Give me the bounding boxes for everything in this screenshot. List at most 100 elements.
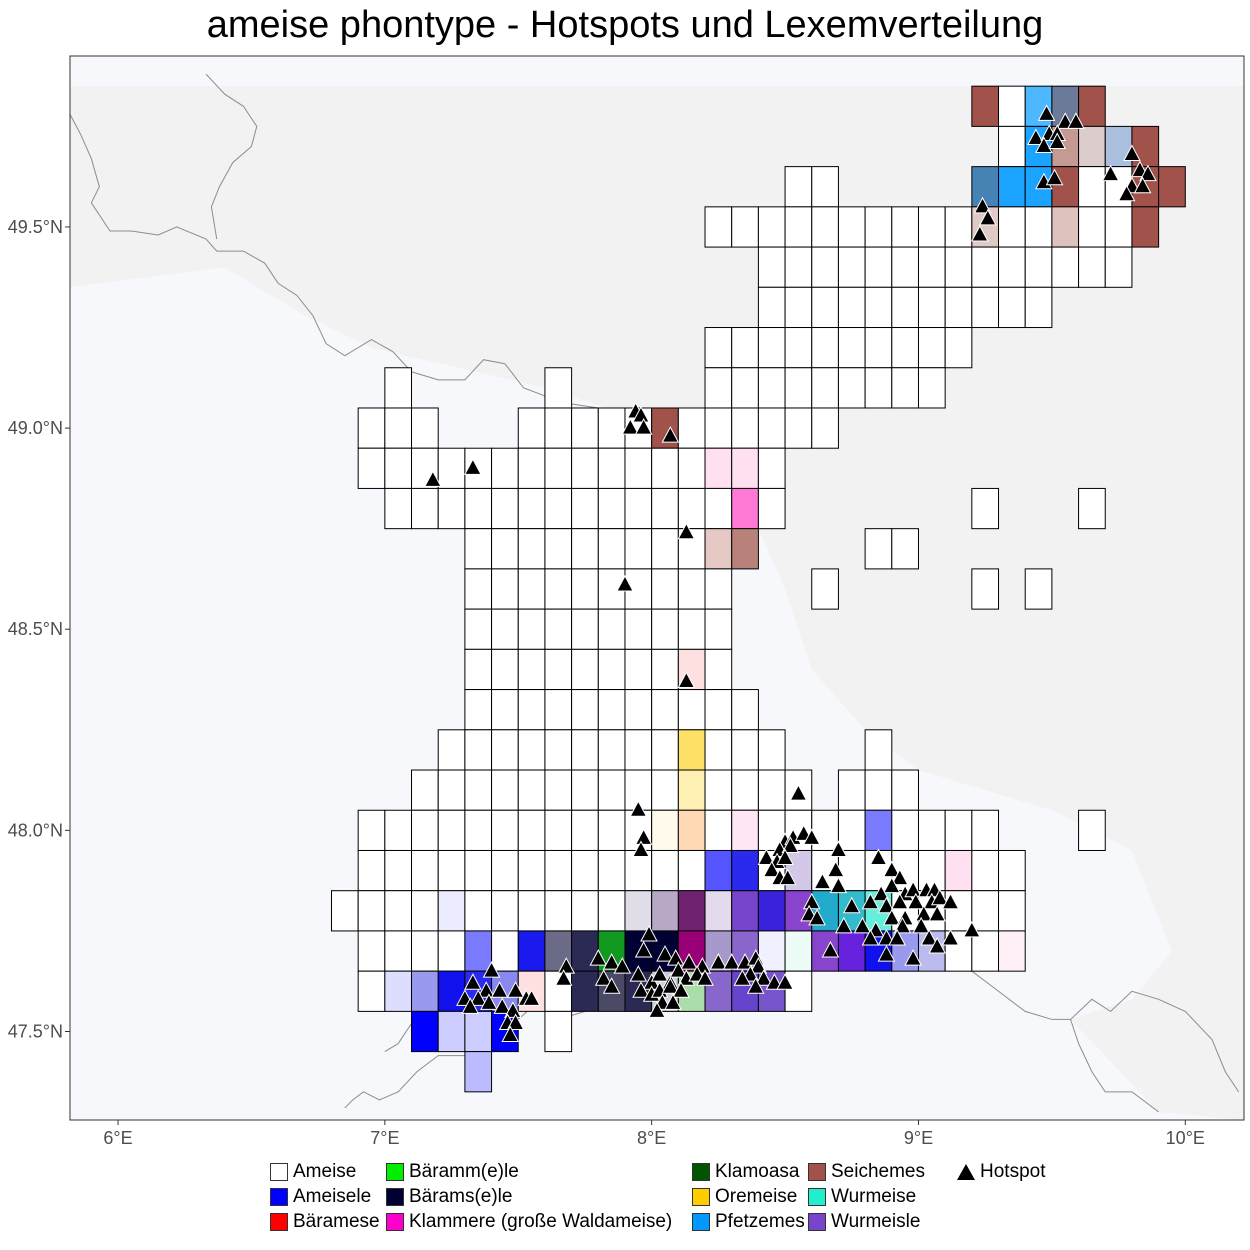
legend-label: Ameisele bbox=[293, 1186, 372, 1207]
grid-cell bbox=[757, 729, 786, 771]
hotspot-marker bbox=[765, 973, 784, 990]
grid-cell bbox=[464, 849, 493, 892]
grid-cell bbox=[677, 890, 706, 932]
legend-swatch bbox=[386, 1188, 404, 1206]
grid-cell bbox=[704, 729, 733, 771]
grid-cell bbox=[731, 689, 759, 731]
legend-label: Bäramm(e)le bbox=[409, 1161, 519, 1182]
legend-label: Seichemes bbox=[831, 1161, 925, 1182]
hotspot-marker bbox=[1067, 112, 1085, 129]
grid-cell bbox=[731, 487, 759, 530]
grid-cell bbox=[677, 809, 706, 851]
legend-label: Wurmeise bbox=[831, 1186, 917, 1207]
grid-cell bbox=[571, 849, 599, 892]
grid-cell bbox=[677, 447, 706, 489]
grid-cell bbox=[811, 327, 839, 369]
grid-cell bbox=[517, 689, 546, 731]
x-tick-label: 7°E bbox=[370, 1128, 399, 1148]
hotspot-marker bbox=[757, 848, 776, 866]
grid-cell bbox=[731, 447, 759, 489]
grid-cell bbox=[1051, 206, 1080, 248]
grid-cell bbox=[1024, 246, 1053, 288]
legend-swatch bbox=[692, 1188, 710, 1206]
grid-cell bbox=[651, 729, 679, 771]
grid-cell bbox=[891, 286, 919, 329]
hotspot-marker bbox=[1117, 184, 1136, 202]
grid-cell bbox=[998, 125, 1026, 168]
legend-item: Oremeise bbox=[692, 1185, 797, 1209]
grid-cell bbox=[624, 729, 653, 771]
grid-cell bbox=[544, 528, 573, 570]
grid-cell bbox=[731, 407, 759, 449]
grid-cell bbox=[971, 930, 1000, 972]
grid-cell bbox=[704, 809, 733, 851]
grid-cell bbox=[651, 528, 679, 570]
hotspot-marker bbox=[677, 522, 696, 540]
grid-cell bbox=[704, 447, 733, 489]
legend-item: Ameise bbox=[270, 1160, 356, 1184]
hotspot-marker bbox=[877, 945, 896, 962]
grid-cell bbox=[411, 407, 439, 449]
grid-cell bbox=[411, 930, 439, 972]
legend-swatch bbox=[808, 1188, 826, 1206]
grid-cell bbox=[1024, 568, 1053, 610]
grid-cell bbox=[864, 729, 893, 771]
legend-item: Bärams(e)le bbox=[386, 1185, 512, 1209]
grid-cell bbox=[998, 849, 1026, 892]
hotspot-marker bbox=[746, 977, 765, 994]
hotspot-marker bbox=[920, 928, 938, 946]
grid-cell bbox=[917, 206, 946, 248]
grid-cell bbox=[704, 407, 733, 449]
grid-cell bbox=[384, 930, 413, 972]
grid-cell bbox=[571, 407, 599, 449]
hotspot-marker bbox=[826, 860, 845, 878]
grid-cell bbox=[864, 246, 893, 288]
grid-cell bbox=[464, 528, 493, 570]
grid-cell bbox=[571, 608, 599, 650]
hotspot-marker bbox=[554, 969, 573, 986]
hotspot-marker bbox=[669, 961, 688, 978]
hotspot-marker bbox=[1056, 112, 1075, 129]
hotspot-marker bbox=[602, 977, 621, 994]
hotspot-marker bbox=[461, 997, 480, 1014]
grid-cell bbox=[998, 85, 1026, 127]
grid-cell bbox=[677, 568, 706, 610]
hotspot-marker bbox=[1027, 128, 1045, 145]
grid-cell bbox=[544, 689, 573, 731]
grid-cell bbox=[384, 367, 413, 409]
grid-cell bbox=[677, 849, 706, 892]
grid-cell bbox=[437, 1010, 466, 1053]
grid-cell bbox=[811, 367, 839, 409]
hotspot-marker bbox=[882, 876, 901, 894]
legend-swatch bbox=[386, 1213, 404, 1231]
hotspot-marker bbox=[941, 892, 960, 910]
grid-cell bbox=[891, 367, 919, 409]
grid-cell bbox=[571, 689, 599, 731]
hotspot-marker bbox=[893, 916, 912, 934]
grid-cell bbox=[998, 166, 1026, 208]
grid-cell bbox=[971, 809, 1000, 851]
grid-cell bbox=[544, 769, 573, 811]
grid-cell bbox=[491, 849, 519, 892]
grid-cell bbox=[544, 407, 573, 449]
grid-cell bbox=[491, 689, 519, 731]
legend-swatch bbox=[692, 1213, 710, 1231]
grid-cell bbox=[784, 407, 813, 449]
hotspot-marker bbox=[802, 892, 821, 910]
grid-cell bbox=[704, 689, 733, 731]
grid-cell bbox=[491, 568, 519, 610]
hotspot-marker bbox=[778, 868, 797, 886]
grid-cell bbox=[651, 890, 679, 932]
y-tick-label: 48.5°N bbox=[8, 619, 63, 639]
grid-cell bbox=[411, 769, 439, 811]
grid-cell bbox=[731, 809, 759, 851]
grid-cell bbox=[731, 729, 759, 771]
legend-item: Seichemes bbox=[808, 1160, 925, 1184]
hotspot-marker bbox=[672, 981, 690, 998]
grid-cell bbox=[731, 206, 759, 248]
x-tick-label: 9°E bbox=[904, 1128, 933, 1148]
hotspot-marker bbox=[650, 965, 669, 982]
hotspot-marker bbox=[613, 957, 632, 974]
grid-cell bbox=[624, 447, 653, 489]
grid-cell bbox=[571, 487, 599, 530]
